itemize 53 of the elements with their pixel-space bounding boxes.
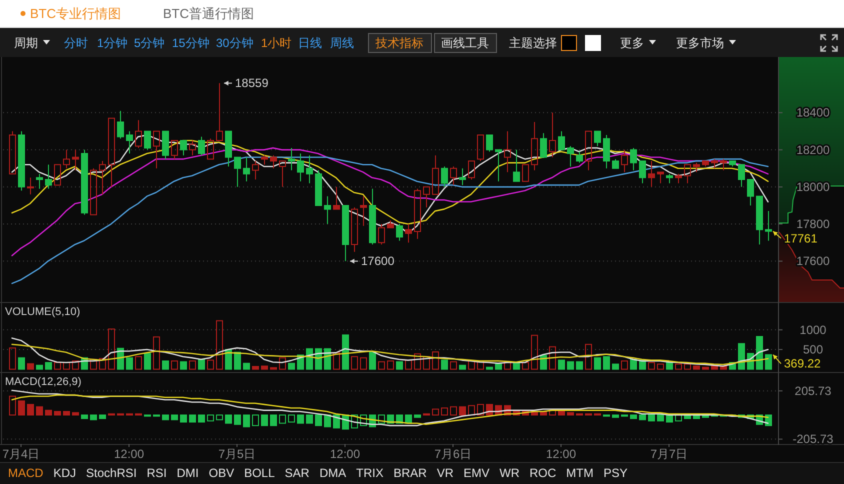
y-tick-label: 205.73: [794, 384, 832, 398]
x-tick-label: 12:00: [330, 447, 360, 461]
text: 周期: [14, 36, 38, 50]
text: SAR: [284, 466, 310, 480]
text: MTM: [566, 466, 594, 480]
text: 369.22: [784, 356, 822, 371]
text: RSI: [146, 466, 167, 480]
text: 分时: [64, 36, 88, 50]
y-tick-label: 18400: [796, 106, 830, 120]
text: BOLL: [244, 466, 276, 480]
y-tick-label: -205.73: [792, 432, 834, 446]
y-tick-label: 1000: [800, 322, 827, 337]
x-tick-label: 7月7日: [650, 447, 688, 461]
text: 5分钟: [134, 36, 165, 50]
x-tick-label: 12:00: [546, 447, 576, 461]
text: 1小时: [261, 36, 292, 50]
text: PSY: [604, 466, 628, 480]
text: BTC普通行情图: [163, 6, 254, 21]
text: 周线: [330, 36, 354, 50]
text: 技术指标: [374, 36, 424, 50]
text: 1分钟: [97, 36, 128, 50]
chart-title: VOLUME(5,10): [5, 306, 80, 318]
y-tick-label: 17800: [796, 217, 830, 232]
x-tick-label: 7月4日: [2, 447, 40, 461]
text: StochRSI: [86, 466, 137, 480]
x-tick-label: 7月6日: [434, 447, 472, 461]
x-tick-label: 7月5日: [218, 447, 256, 461]
text: EMV: [463, 466, 490, 480]
text: 画线工具: [441, 36, 489, 50]
text: 更多: [620, 36, 644, 50]
annotation: 17600: [361, 254, 395, 268]
text: 主题选择: [509, 36, 557, 50]
text: 日线: [298, 36, 322, 50]
text: DMI: [176, 466, 199, 480]
annotation: 18559: [235, 76, 269, 90]
text: DMA: [319, 466, 346, 480]
text: 30分钟: [216, 36, 254, 50]
x-tick-label: 12:00: [114, 447, 144, 461]
text: OBV: [208, 466, 234, 480]
text: MACD: [8, 466, 44, 480]
text: TRIX: [356, 466, 384, 480]
text: BRAR: [393, 466, 428, 480]
text: 更多市场: [676, 36, 724, 50]
text: VR: [436, 466, 454, 480]
text: 17761: [784, 231, 818, 246]
text: KDJ: [53, 466, 76, 480]
text: ROC: [530, 466, 556, 480]
y-tick-label: 18200: [796, 142, 830, 157]
text: BTC专业行情图: [30, 6, 121, 21]
chart-title: MACD(12,26,9): [5, 376, 82, 388]
text: WR: [500, 466, 520, 480]
y-tick-label: 500: [802, 342, 824, 357]
text: 15分钟: [172, 36, 210, 50]
